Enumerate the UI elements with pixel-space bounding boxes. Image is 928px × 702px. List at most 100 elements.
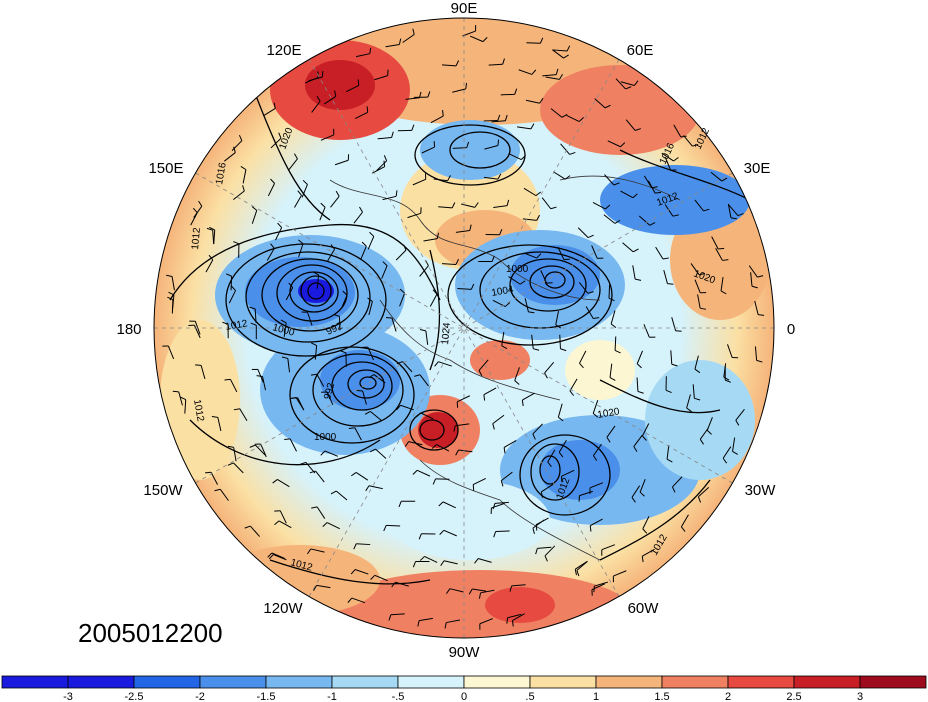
wind-barb-flag <box>224 378 231 381</box>
wind-barb-flag <box>297 190 302 196</box>
wind-barb-flag <box>478 370 483 376</box>
wind-barb <box>592 443 602 456</box>
wind-barb <box>697 294 701 309</box>
wind-barb-flag <box>340 350 347 354</box>
wind-barb <box>356 543 371 546</box>
wind-barb-flag <box>310 373 317 376</box>
wind-barb-flag <box>732 451 738 455</box>
wind-barb <box>262 376 267 391</box>
wind-barb-flag <box>198 200 203 207</box>
wind-barb-flag <box>431 444 437 449</box>
wind-barb-flag <box>412 469 418 475</box>
wind-barb-flag <box>639 491 645 497</box>
wind-barb <box>686 394 691 409</box>
wind-barb-flag <box>222 321 229 325</box>
contour-label: 1000 <box>314 432 337 443</box>
wind-barb <box>537 546 552 549</box>
wind-barb <box>249 525 261 537</box>
wind-barb-flag <box>366 106 369 113</box>
wind-barb <box>457 288 472 290</box>
wind-barb-flag <box>280 319 287 324</box>
wind-barb <box>690 263 700 276</box>
wind-barb-flag <box>442 110 444 117</box>
wind-barb-flag <box>231 285 236 291</box>
wind-barb <box>525 99 540 104</box>
wind-barb-flag <box>367 297 373 302</box>
wind-barb <box>456 395 471 403</box>
map-boundary <box>153 17 775 639</box>
wind-barb-flag <box>547 461 552 467</box>
wind-barb <box>443 529 457 537</box>
wind-barb <box>455 229 470 233</box>
wind-barb <box>430 115 444 124</box>
wind-barb <box>647 180 656 194</box>
wind-barb-flag <box>272 479 278 484</box>
wind-barb-flag <box>469 224 472 231</box>
wind-barb <box>735 408 745 421</box>
wind-barb-flag <box>353 543 357 550</box>
wind-barb <box>400 404 414 411</box>
wind-barb <box>664 204 674 217</box>
wind-barb <box>500 93 515 96</box>
colorbar-box <box>463 675 531 689</box>
colorbar-tick-label: -2.5 <box>125 691 144 702</box>
lon-label-120w: 120W <box>263 600 303 617</box>
wind-barb <box>391 317 397 332</box>
wind-barb <box>320 134 334 141</box>
wind-barb <box>592 202 606 210</box>
wind-barb <box>375 448 387 459</box>
wind-barb <box>694 279 701 293</box>
wind-barb <box>552 49 564 59</box>
wind-barb <box>267 183 276 197</box>
wind-barb <box>642 548 655 557</box>
wind-barb <box>671 317 677 331</box>
lon-label-0: 0 <box>787 321 795 338</box>
wind-barb-flag <box>649 222 656 226</box>
wind-barb <box>230 379 238 393</box>
lon-label-150e: 150E <box>148 160 183 177</box>
lon-label-120e: 120E <box>266 42 301 59</box>
wind-barb <box>311 100 321 113</box>
contour-label: 1020 <box>597 406 621 421</box>
wind-barb-flag <box>509 585 513 592</box>
wind-barb <box>449 588 464 593</box>
wind-barb-flag <box>396 404 401 411</box>
wind-barb <box>604 174 615 186</box>
wind-barb <box>522 392 535 401</box>
pressure-contours <box>169 79 751 585</box>
wind-barb <box>491 120 506 123</box>
wind-barb <box>395 581 409 587</box>
wind-barb <box>495 530 510 533</box>
wind-barb-flag <box>539 37 544 44</box>
colorbar-box <box>199 675 267 689</box>
wind-barb-flag <box>168 291 175 296</box>
wind-barb-flag <box>451 202 456 209</box>
wind-barb <box>178 391 183 406</box>
colorbar-tick-label: 2 <box>725 691 731 702</box>
wind-barb <box>368 485 383 490</box>
wind-barb <box>287 358 291 373</box>
wind-barb <box>355 472 369 481</box>
wind-barb-flag <box>274 520 280 526</box>
wind-barb <box>205 259 214 273</box>
wind-barb-flag <box>632 193 638 199</box>
wind-barb <box>620 81 635 87</box>
wind-barb <box>184 399 187 414</box>
wind-barb <box>558 440 567 453</box>
wind-barb-flag <box>504 302 511 307</box>
contour-label: 1024 <box>440 322 453 346</box>
wind-barb <box>171 276 175 291</box>
wind-barb-flag <box>497 139 500 146</box>
wind-barb-flag <box>364 410 371 415</box>
colorbar-tick-label: -.5 <box>392 691 405 702</box>
wind-barb-flag <box>432 478 436 485</box>
wind-barb <box>419 265 429 277</box>
wind-barb-flag <box>414 374 421 377</box>
wind-barb-flag <box>569 151 576 155</box>
wind-barb-flag <box>211 415 218 418</box>
wind-barb <box>511 584 526 587</box>
wind-barb-flag <box>613 182 620 186</box>
wind-barb-flag <box>722 259 729 261</box>
wind-barb <box>254 308 257 323</box>
wind-barb <box>694 199 704 212</box>
